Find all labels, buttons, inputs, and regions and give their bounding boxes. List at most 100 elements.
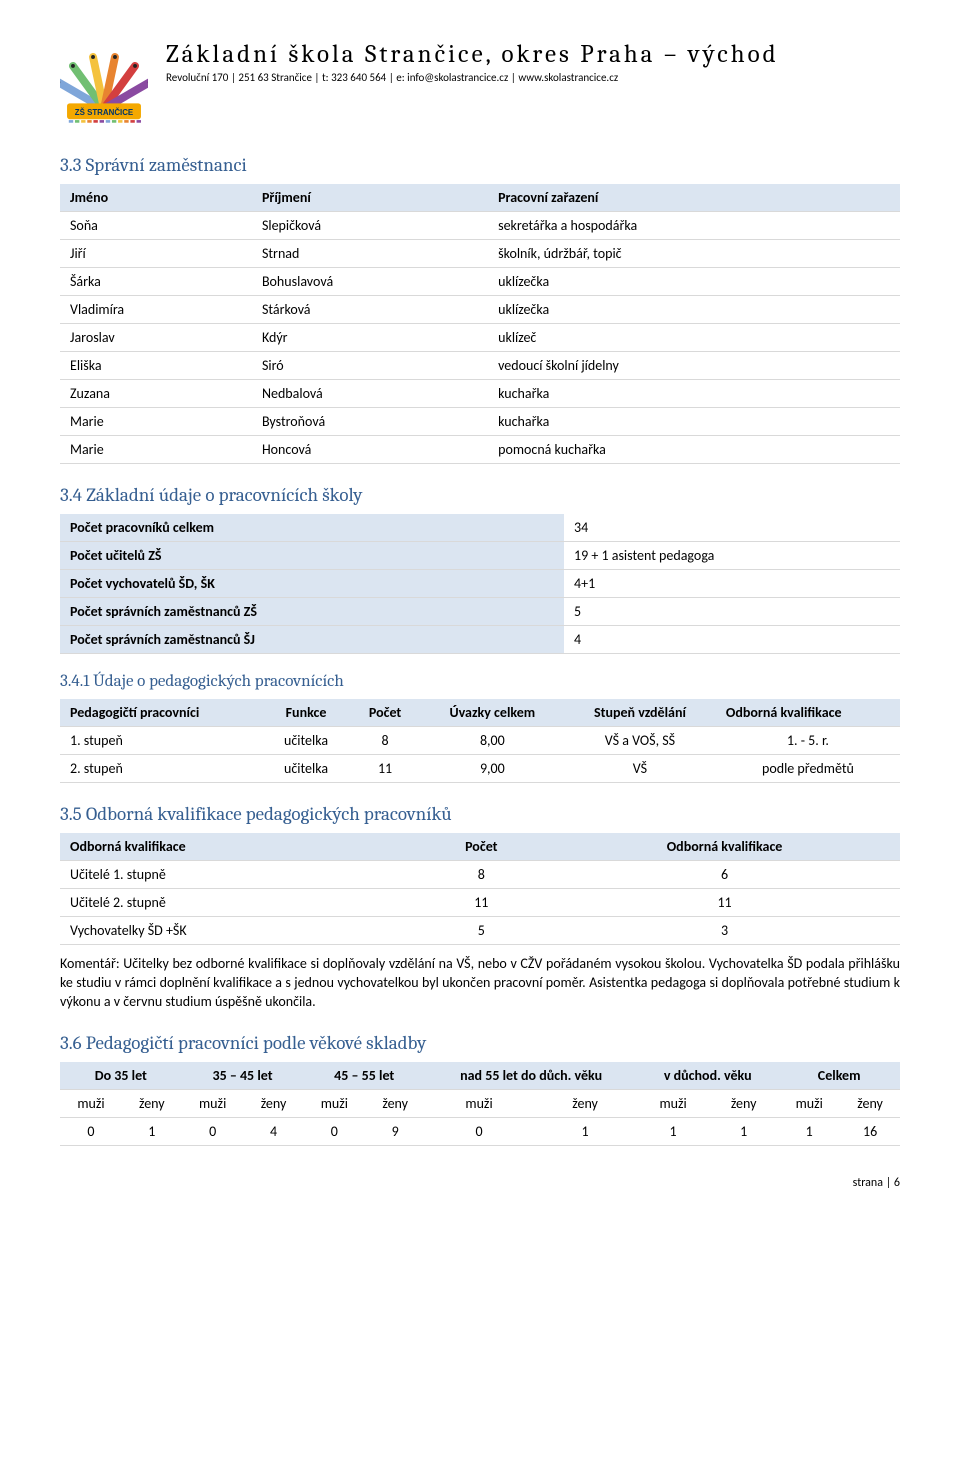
table-cell: 9,00 [421, 755, 564, 783]
table-cell: 1. stupeň [60, 727, 263, 755]
table-cell: Strnad [252, 240, 488, 268]
row-value: 19 + 1 asistent pedagoga [564, 542, 900, 570]
table-cell: 3 [549, 917, 900, 945]
table-cell: Vychovatelky ŠD +ŠK [60, 917, 413, 945]
table-subheader-cell: muži [182, 1089, 244, 1117]
table-row: Učitelé 1. stupně86 [60, 861, 900, 889]
table-cell: uklízeč [488, 324, 900, 352]
table-cell: 4 [244, 1117, 304, 1145]
table-cell: 1 [122, 1117, 182, 1145]
table-cell: Siró [252, 352, 488, 380]
school-subtitle: Revoluční 170 | 251 63 Strančice | t: 32… [166, 71, 779, 84]
table-cell: pomocná kuchařka [488, 436, 900, 464]
table-row: Počet vychovatelů ŠD, ŠK4+1 [60, 570, 900, 598]
table-cell: Soňa [60, 212, 252, 240]
table-cell: Marie [60, 436, 252, 464]
row-label: Počet pracovníků celkem [60, 514, 564, 542]
table-cell: 1 [637, 1117, 709, 1145]
table-header-cell: Jméno [60, 184, 252, 212]
row-label: Počet učitelů ZŠ [60, 542, 564, 570]
table-admin-staff: JménoPříjmeníPracovní zařazení SoňaSlepi… [60, 184, 900, 464]
table-cell: 1 [778, 1117, 840, 1145]
table-cell: 0 [182, 1117, 244, 1145]
heading-3-4-1: 3.4.1 Údaje o pedagogických pracovnících [60, 672, 900, 691]
table-cell: Honcová [252, 436, 488, 464]
table-header-cell: Odborná kvalifikace [549, 833, 900, 861]
table-cell: VŠ a VOŠ, SŠ [564, 727, 716, 755]
table-cell: 5 [413, 917, 549, 945]
table-cell: 9 [365, 1117, 425, 1145]
table-cell: 11 [349, 755, 420, 783]
table-row: Počet učitelů ZŠ19 + 1 asistent pedagoga [60, 542, 900, 570]
table-header-cell: Pracovní zařazení [488, 184, 900, 212]
table-header-cell: 35 – 45 let [182, 1062, 304, 1090]
table-cell: Učitelé 1. stupně [60, 861, 413, 889]
table-subheader-cell: ženy [533, 1089, 637, 1117]
table-cell: 2. stupeň [60, 755, 263, 783]
table-row: MarieBystroňovákuchařka [60, 408, 900, 436]
table-header-cell: Počet [349, 699, 420, 727]
table-cell: podle předmětů [716, 755, 900, 783]
table-cell: 8 [413, 861, 549, 889]
table-staff-counts: Počet pracovníků celkem34Počet učitelů Z… [60, 514, 900, 654]
table-header-cell: Odborná kvalifikace [716, 699, 900, 727]
table-subheader-cell: muži [303, 1089, 365, 1117]
row-label: Počet správních zaměstnanců ZŠ [60, 598, 564, 626]
heading-3-3: 3.3 Správní zaměstnanci [60, 154, 900, 176]
table-cell: Jaroslav [60, 324, 252, 352]
table-subheader-cell: ženy [244, 1089, 304, 1117]
table-row: Vychovatelky ŠD +ŠK53 [60, 917, 900, 945]
table-row: EliškaSiróvedoucí školní jídelny [60, 352, 900, 380]
table-cell: Jiří [60, 240, 252, 268]
table-header-cell: nad 55 let do důch. věku [425, 1062, 637, 1090]
heading-3-6: 3.6 Pedagogičtí pracovníci podle věkové … [60, 1032, 900, 1054]
table-cell: učitelka [263, 727, 350, 755]
table-cell: vedoucí školní jídelny [488, 352, 900, 380]
table-row: JaroslavKdýruklízeč [60, 324, 900, 352]
table-cell: Zuzana [60, 380, 252, 408]
table-cell: Šárka [60, 268, 252, 296]
table-header-cell: Celkem [778, 1062, 900, 1090]
row-value: 34 [564, 514, 900, 542]
table-row: ŠárkaBohuslavováuklízečka [60, 268, 900, 296]
table-header-cell: Příjmení [252, 184, 488, 212]
svg-text:ZŠ STRANČICE: ZŠ STRANČICE [75, 108, 133, 117]
school-title: Základní škola Strančice, okres Praha – … [166, 40, 779, 69]
table-subheader-cell: muži [425, 1089, 533, 1117]
table-subheader-cell: ženy [365, 1089, 425, 1117]
table-header-cell: v důchod. věku [637, 1062, 778, 1090]
table-cell: kuchařka [488, 380, 900, 408]
table-cell: uklízečka [488, 268, 900, 296]
table-age-structure: Do 35 let35 – 45 let45 – 55 letnad 55 le… [60, 1062, 900, 1146]
table-cell: Vladimíra [60, 296, 252, 324]
table-cell: Eliška [60, 352, 252, 380]
table-cell: Učitelé 2. stupně [60, 889, 413, 917]
table-cell: učitelka [263, 755, 350, 783]
row-value: 4 [564, 626, 900, 654]
table-row: MarieHoncovápomocná kuchařka [60, 436, 900, 464]
table-cell: 8 [349, 727, 420, 755]
table-header-cell: 45 – 55 let [303, 1062, 425, 1090]
table-header-cell: Pedagogičtí pracovníci [60, 699, 263, 727]
row-label: Počet správních zaměstnanců ŠJ [60, 626, 564, 654]
table-cell: Stárková [252, 296, 488, 324]
table-cell: uklízečka [488, 296, 900, 324]
table-subheader-cell: ženy [709, 1089, 778, 1117]
table-cell: Slepičková [252, 212, 488, 240]
table-cell: Kdýr [252, 324, 488, 352]
table-cell: 11 [549, 889, 900, 917]
table-cell: 1 [533, 1117, 637, 1145]
table-row: 2. stupeňučitelka119,00VŠpodle předmětů [60, 755, 900, 783]
row-value: 4+1 [564, 570, 900, 598]
table-header-cell: Odborná kvalifikace [60, 833, 413, 861]
row-value: 5 [564, 598, 900, 626]
table-header-cell: Úvazky celkem [421, 699, 564, 727]
row-label: Počet vychovatelů ŠD, ŠK [60, 570, 564, 598]
table-cell: 1 [709, 1117, 778, 1145]
comment-paragraph: Komentář: Učitelky bez odborné kvalifika… [60, 955, 900, 1012]
table-row: Učitelé 2. stupně1111 [60, 889, 900, 917]
table-row: Počet správních zaměstnanců ŠJ4 [60, 626, 900, 654]
table-cell: 6 [549, 861, 900, 889]
table-cell: 16 [840, 1117, 900, 1145]
table-row: Počet správních zaměstnanců ZŠ5 [60, 598, 900, 626]
